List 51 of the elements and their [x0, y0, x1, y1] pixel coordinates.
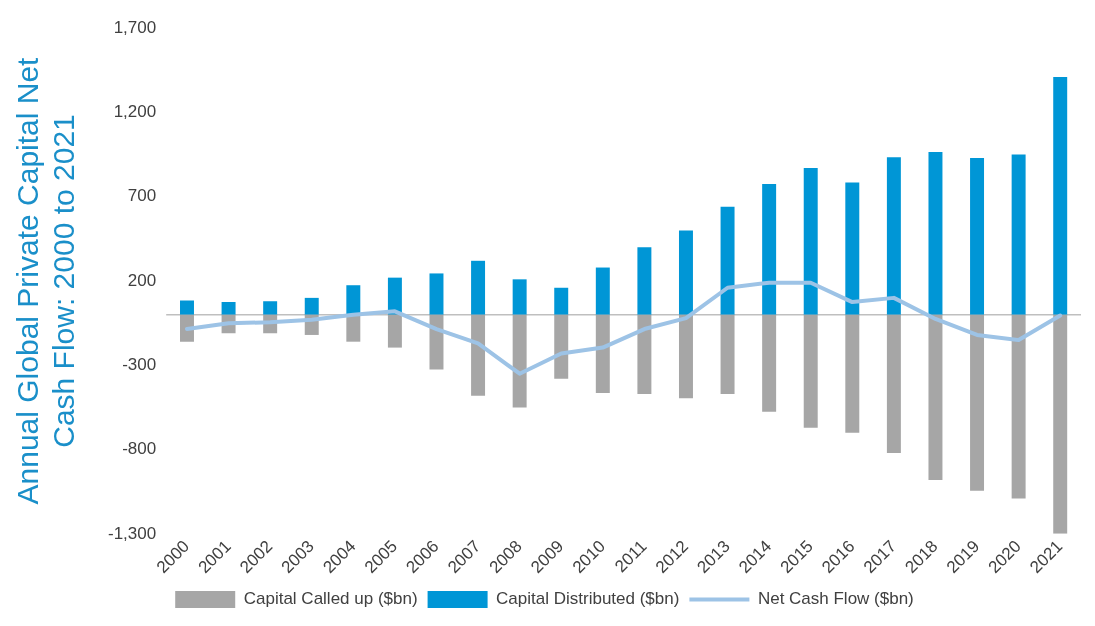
bar	[180, 314, 194, 342]
bar	[678, 314, 693, 399]
bar	[845, 314, 860, 433]
y-tick-label: 1,700	[113, 17, 157, 37]
bar	[346, 285, 361, 315]
bar	[429, 314, 444, 370]
bar	[845, 182, 860, 315]
legend-label: Capital Distributed ($bn)	[496, 589, 680, 609]
y-axis-title: Annual Global Private Capital Net Cash Flow: 2000 to 2021	[11, 56, 81, 505]
bar	[512, 314, 527, 408]
bar	[928, 152, 943, 315]
bar	[263, 301, 278, 315]
bar	[387, 314, 402, 348]
bar	[1053, 314, 1068, 534]
bar	[720, 206, 735, 315]
bar	[803, 168, 818, 315]
bar	[221, 302, 236, 315]
bar	[970, 314, 985, 491]
bar	[1053, 77, 1068, 315]
bar	[554, 314, 569, 379]
y-tick-label: 200	[127, 270, 157, 290]
bar	[886, 157, 901, 315]
bar	[720, 314, 735, 394]
bar	[678, 230, 693, 315]
legend-label: Net Cash Flow ($bn)	[757, 589, 914, 609]
bar	[595, 314, 610, 394]
bar	[346, 314, 361, 342]
bar	[803, 314, 818, 428]
bar	[471, 260, 486, 315]
bar	[762, 314, 777, 412]
bar	[304, 297, 319, 315]
y-tick-label: -1,300	[108, 523, 157, 543]
y-tick-label: 700	[127, 186, 157, 206]
bar	[637, 314, 652, 394]
bar	[471, 314, 486, 396]
bar	[554, 287, 569, 315]
bar	[928, 314, 943, 480]
legend-label: Capital Called up ($bn)	[243, 589, 418, 609]
bar	[970, 157, 985, 315]
y-tick-label: -800	[122, 439, 157, 459]
bar	[886, 314, 901, 453]
bar	[595, 267, 610, 315]
y-tick-label: 1,200	[113, 102, 157, 122]
bar	[180, 300, 194, 315]
bar	[512, 279, 527, 315]
bar	[429, 273, 444, 315]
bar	[1011, 314, 1026, 499]
bar	[762, 184, 777, 315]
bar	[637, 247, 652, 315]
bar	[1011, 154, 1026, 315]
y-tick-label: -300	[122, 354, 157, 374]
